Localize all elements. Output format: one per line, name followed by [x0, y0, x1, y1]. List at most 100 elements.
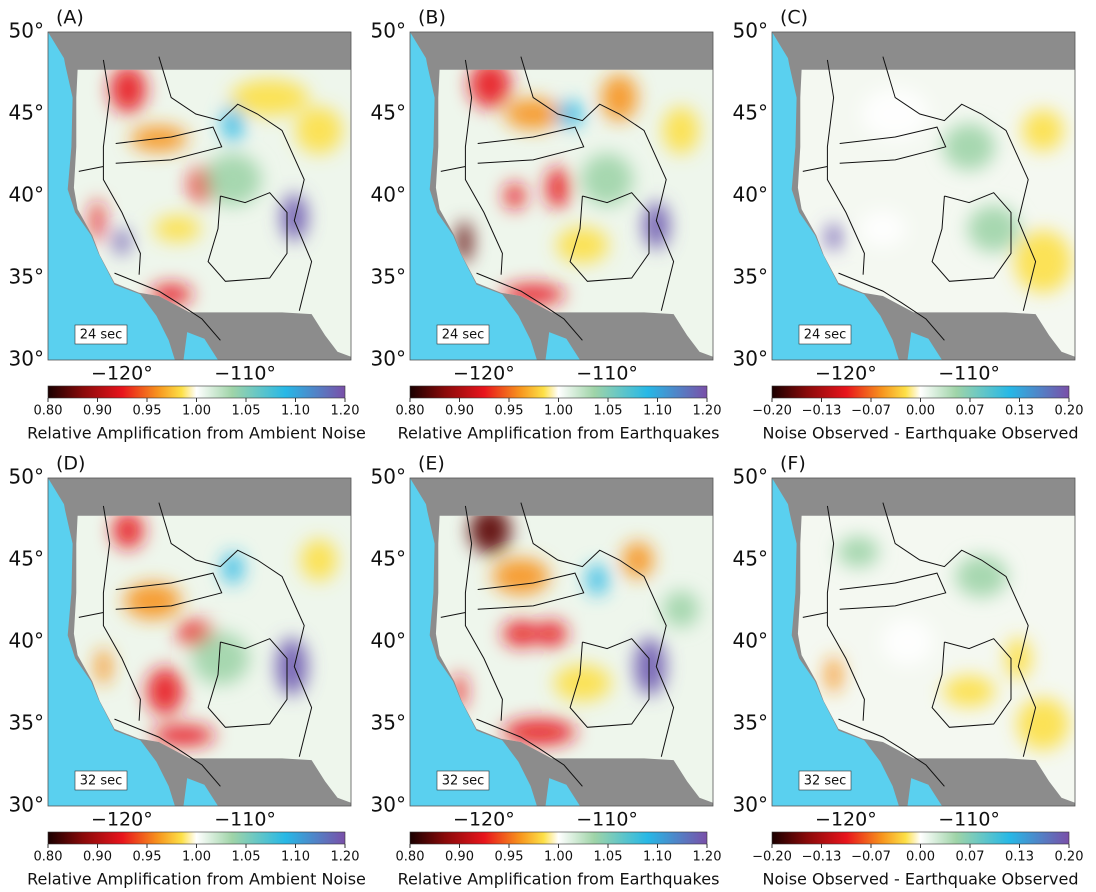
lon-label: −110°	[214, 363, 276, 385]
province-boundary	[207, 192, 288, 282]
gulf	[907, 332, 942, 360]
colorbar-tick-label: 1.10	[643, 850, 672, 865]
lat-label: 50°	[9, 19, 44, 43]
anomaly	[634, 638, 666, 696]
lat-label: 35°	[371, 711, 406, 735]
anomaly	[622, 541, 654, 579]
colorbar-tick-label: 0.90	[445, 850, 474, 865]
anomaly	[586, 564, 608, 596]
colorbar-tick-label: 0.90	[445, 404, 474, 419]
period-box	[436, 770, 490, 791]
ocean	[410, 32, 537, 360]
colorbar-tick-label: −0.13	[802, 850, 842, 865]
lon-label: −120°	[91, 809, 153, 831]
colorbar-tick-label: 0.95	[495, 404, 524, 419]
province-boundary	[931, 192, 1012, 282]
province-boundary	[440, 612, 466, 618]
province-boundary	[838, 718, 945, 787]
frame	[409, 31, 714, 361]
colorbar-tick-label: 0.20	[1055, 404, 1084, 419]
anomaly	[662, 107, 700, 154]
lat-label: 45°	[9, 547, 44, 571]
map-panel: (E) 32 sec 50° 45° 40° 35° 30° −120° −110° 0.80 0.…	[371, 453, 722, 889]
province-boundary	[476, 718, 583, 787]
anomaly	[1016, 698, 1069, 750]
colorbar-tick-label: −0.13	[802, 404, 842, 419]
colorbar	[409, 385, 708, 399]
province-boundary	[464, 59, 503, 275]
colorbar-tick-label: 1.05	[594, 404, 623, 419]
period-label: 32 sec	[442, 774, 485, 789]
colorbar-tick-label: 1.05	[232, 404, 261, 419]
colorbar-title: Noise Observed - Earthquake Observed	[763, 424, 1079, 443]
province-boundary	[476, 272, 583, 341]
gulf	[907, 778, 942, 806]
colorbar-tick-label: 0.80	[34, 850, 63, 865]
colorbar-title: Relative Amplification from Ambient Nois…	[27, 424, 366, 443]
colorbar-tick-label: 1.10	[281, 404, 310, 419]
province-boundary	[464, 505, 503, 721]
province-boundary	[102, 505, 141, 721]
anomaly	[469, 69, 511, 108]
anomaly	[191, 632, 250, 685]
colorbar-title: Relative Amplification from Earthquakes	[398, 424, 720, 443]
colorbar-tick-label: 1.20	[331, 850, 360, 865]
lat-label: 50°	[733, 19, 768, 43]
colorbar-tick-label: 0.80	[34, 404, 63, 419]
anomaly	[469, 515, 511, 554]
province-boundary	[882, 502, 1037, 757]
province-boundary	[440, 166, 466, 172]
colorbar-tick-label: −0.07	[851, 404, 891, 419]
frame	[771, 31, 1076, 361]
anomaly	[536, 620, 568, 647]
gulf	[183, 778, 218, 806]
anomaly	[124, 582, 182, 620]
anomaly	[222, 105, 244, 143]
colorbar-tick-label: 1.00	[544, 404, 573, 419]
anomalies	[90, 69, 343, 305]
frame	[47, 477, 352, 807]
province-boundary	[826, 505, 865, 721]
province-boundary	[839, 126, 947, 164]
colorbar-tick-label: 1.00	[544, 850, 573, 865]
anomaly	[859, 210, 907, 247]
colorbar-tick-label: 1.00	[182, 404, 211, 419]
colorbar-tick-label: 0.90	[83, 850, 112, 865]
lat-label: 50°	[733, 465, 768, 489]
anomaly	[504, 183, 526, 209]
province-boundary	[207, 638, 288, 728]
lon-label: −120°	[815, 809, 877, 831]
province-boundary	[78, 166, 104, 172]
anomaly	[109, 69, 147, 113]
anomaly	[276, 638, 308, 696]
anomaly	[943, 675, 996, 707]
lat-label: 45°	[733, 101, 768, 125]
province-boundary	[477, 126, 585, 164]
colorbar-tick-label: 0.80	[396, 404, 425, 419]
colorbar-tick-label: 0.13	[1005, 404, 1034, 419]
ocean	[772, 32, 899, 360]
colorbar-tick-label: 1.20	[693, 404, 722, 419]
lon-label: −110°	[214, 809, 276, 831]
lat-label: 40°	[733, 183, 768, 207]
anomaly	[492, 558, 550, 595]
province-boundary	[931, 638, 1012, 728]
lat-label: 30°	[371, 347, 406, 371]
colorbar-tick-label: 1.05	[232, 850, 261, 865]
province-boundary	[115, 572, 223, 610]
province-boundary	[115, 126, 223, 164]
lat-label: 45°	[371, 547, 406, 571]
lon-label: −110°	[576, 363, 638, 385]
colorbar-tick-label: 1.00	[182, 850, 211, 865]
colorbar	[47, 385, 346, 399]
anomaly	[153, 215, 201, 242]
anomaly	[553, 664, 612, 702]
anomaly	[230, 79, 309, 116]
colorbar-tick-label: 0.95	[495, 850, 524, 865]
period-label: 24 sec	[804, 328, 847, 343]
province-boundary	[114, 272, 221, 341]
province-boundary	[520, 502, 675, 757]
map-panel: (B) 24 sec 50° 45° 40° 35° 30° −120° −110° 0.80 0.…	[371, 7, 722, 443]
anomalies	[456, 69, 700, 305]
